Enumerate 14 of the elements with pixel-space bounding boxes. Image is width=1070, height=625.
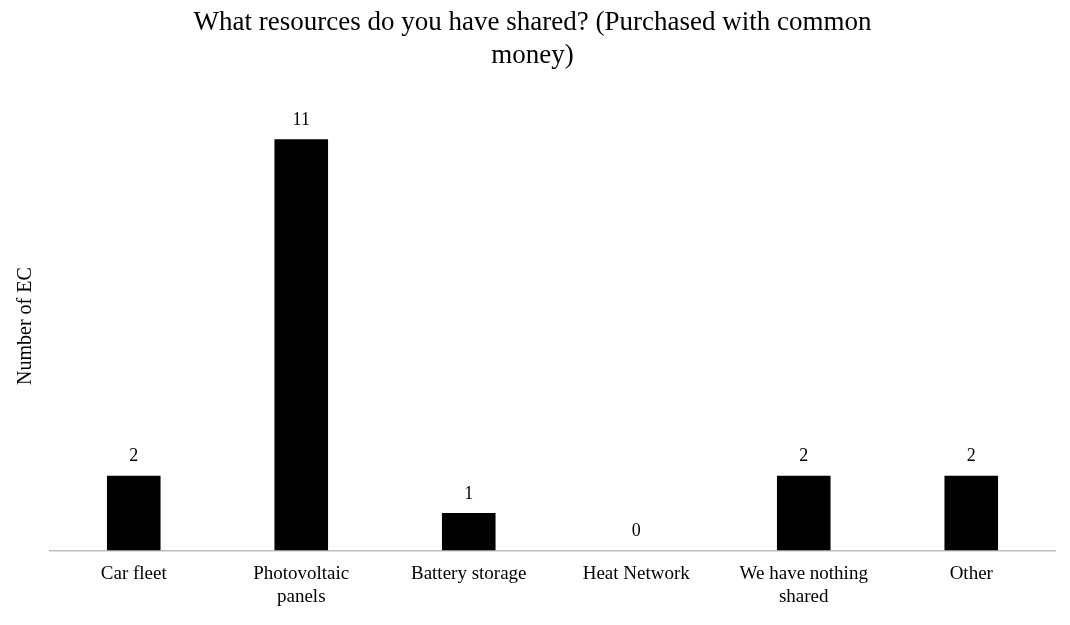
data-label: 1: [464, 482, 474, 503]
chart-title: What resources do you have shared? (Purchased with common money): [193, 6, 872, 69]
x-tick-label: Battery storage: [410, 561, 527, 583]
x-tick-label: Car fleet: [100, 561, 168, 583]
x-tick-label: Photovoltaic panels: [253, 561, 350, 606]
data-label: 11: [292, 108, 310, 129]
x-tick-label: Other: [949, 561, 994, 583]
data-label: 2: [799, 445, 809, 466]
y-axis-title: Number of EC: [13, 267, 36, 385]
x-tick-label: Heat Network: [582, 561, 691, 583]
x-tick-label: We have nothing shared: [739, 561, 869, 606]
data-label: 0: [631, 520, 641, 541]
data-label: 2: [966, 445, 976, 466]
data-label: 2: [129, 445, 139, 466]
